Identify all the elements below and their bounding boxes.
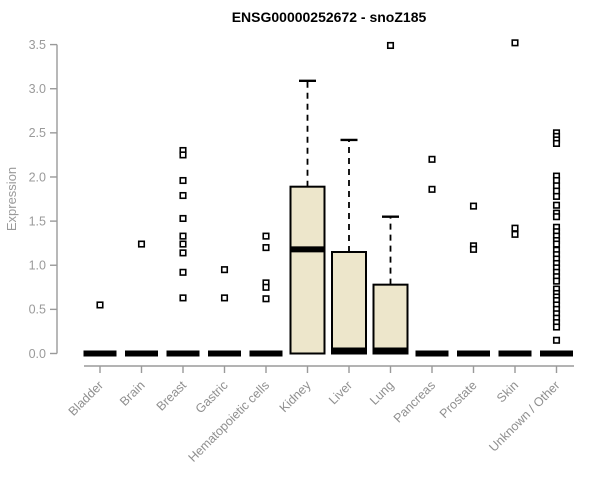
median-line xyxy=(290,246,325,253)
median-line xyxy=(332,347,366,354)
collapsed-box xyxy=(415,350,449,357)
outlier-point xyxy=(552,240,561,248)
outlier-point xyxy=(552,277,561,285)
x-tick-label: Lung xyxy=(367,378,397,408)
collapsed-box xyxy=(208,350,241,357)
collapsed-box xyxy=(166,350,200,357)
box xyxy=(331,251,367,355)
outlier-point xyxy=(511,224,519,232)
collapsed-box xyxy=(457,350,490,357)
x-tick-label: Unknown / Other xyxy=(486,378,562,454)
outlier-point xyxy=(552,201,561,209)
x-tick-label: Bladder xyxy=(66,378,106,418)
outlier-point xyxy=(428,155,436,163)
outlier-point xyxy=(552,336,561,344)
plot-area: 0.0 0.5 1.0 1.5 2.0 2.5 3.0 3.5 Bladder Brain Brea… xyxy=(29,38,574,465)
outlier-point xyxy=(511,39,519,47)
collapsed-box xyxy=(125,350,158,357)
y-tick-label: 3.0 xyxy=(29,82,46,96)
box xyxy=(289,185,326,355)
outlier-point xyxy=(511,230,519,238)
y-tick-label: 3.5 xyxy=(29,38,46,52)
outlier-point xyxy=(96,301,104,309)
outlier-point xyxy=(179,249,187,257)
outlier-point xyxy=(552,139,561,147)
outlier-point xyxy=(262,283,270,291)
outlier-point xyxy=(137,240,146,248)
box xyxy=(372,283,409,355)
outlier-point xyxy=(179,268,187,276)
outlier-point xyxy=(386,41,395,50)
y-tick-label: 0.5 xyxy=(29,303,46,317)
outlier-point xyxy=(179,191,187,200)
x-tick-label: Hematopoietic cells xyxy=(186,378,273,465)
x-tick-label: Brain xyxy=(117,378,148,409)
y-tick-label: 2.0 xyxy=(29,170,46,184)
outlier-point xyxy=(469,245,478,253)
outlier-point xyxy=(262,232,270,240)
outlier-point xyxy=(262,295,270,303)
collapsed-box xyxy=(498,350,532,357)
outlier-point xyxy=(179,294,187,302)
x-tick-label: Pancreas xyxy=(391,378,438,425)
y-tick-label: 0.0 xyxy=(29,347,46,361)
collapsed-box xyxy=(249,350,283,357)
outlier-point xyxy=(179,151,187,159)
x-tick-label: Gastric xyxy=(193,378,231,416)
outlier-point xyxy=(179,240,187,248)
collapsed-box xyxy=(83,350,117,357)
outlier-point xyxy=(552,323,561,331)
collapsed-box xyxy=(540,350,573,357)
x-tick-label: Kidney xyxy=(277,378,314,415)
outlier-point xyxy=(552,213,561,221)
outlier-point xyxy=(428,185,436,193)
x-tick-label: Skin xyxy=(494,378,521,405)
y-tick-label: 1.5 xyxy=(29,214,46,228)
outlier-point xyxy=(220,294,229,302)
chart-title: ENSG00000252672 - snoZ185 xyxy=(232,9,427,25)
outlier-point xyxy=(220,266,229,274)
y-tick-label: 2.5 xyxy=(29,126,46,140)
median-line xyxy=(373,347,408,354)
y-axis-title: Expression xyxy=(4,167,19,231)
outlier-point xyxy=(179,214,187,223)
y-tick-label: 1.0 xyxy=(29,259,46,273)
x-tick-label: Breast xyxy=(154,378,190,414)
outlier-point xyxy=(179,176,187,185)
outlier-point xyxy=(469,202,478,210)
outlier-point xyxy=(179,232,187,240)
x-tick-label: Liver xyxy=(326,378,355,407)
x-tick-label: Prostate xyxy=(437,378,480,421)
outlier-point xyxy=(262,244,270,252)
outlier-point xyxy=(552,192,561,200)
